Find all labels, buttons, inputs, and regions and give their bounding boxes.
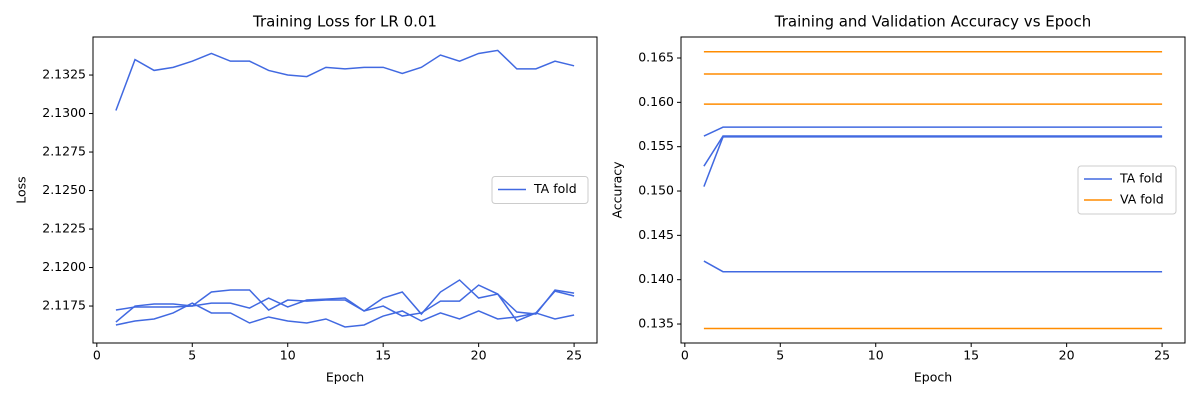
y-tick-label: 0.145 [638,227,674,242]
series-line [115,279,575,316]
chart-title: Training and Validation Accuracy vs Epoc… [774,13,1091,31]
x-tick-label: 10 [280,348,296,363]
x-tick-label: 20 [471,348,487,363]
x-tick-label: 25 [1154,348,1170,363]
y-tick-label: 0.140 [638,271,674,286]
y-axis-label: Accuracy [610,161,625,219]
x-tick-label: 25 [566,348,582,363]
series-line [703,135,1163,167]
x-tick-label: 5 [776,348,784,363]
x-axis-label: Epoch [914,370,952,385]
legend-label: TA fold [1119,171,1163,186]
x-tick-label: 20 [1059,348,1075,363]
y-tick-label: 0.155 [638,138,674,153]
series-line [115,49,575,111]
legend-label: TA fold [533,181,577,196]
y-tick-label: 2.1200 [42,259,86,274]
axes-frame [680,36,1186,344]
legend-label: VA fold [1120,192,1164,207]
y-tick-label: 0.160 [638,94,674,109]
y-tick-label: 2.1225 [42,221,86,236]
legend-box [491,176,589,204]
series-line [115,302,575,328]
series-line [703,136,1163,187]
series-line [703,260,1163,273]
axes-frame [92,36,598,344]
y-tick-label: 0.150 [638,183,674,198]
x-tick-label: 0 [681,348,689,363]
x-axis-label: Epoch [326,370,364,385]
legend-box [1077,165,1177,215]
chart-title: Training Loss for LR 0.01 [252,13,437,31]
series-line [115,284,575,323]
x-tick-label: 5 [188,348,196,363]
x-tick-label: 15 [963,348,979,363]
x-tick-label: 0 [93,348,101,363]
x-tick-label: 15 [375,348,391,363]
series-line [703,126,1163,137]
y-tick-label: 2.1175 [42,298,86,313]
y-tick-label: 2.1325 [42,67,86,82]
y-tick-label: 2.1250 [42,182,86,197]
y-tick-label: 0.135 [638,316,674,331]
y-tick-label: 2.1275 [42,144,86,159]
x-tick-label: 10 [868,348,884,363]
y-axis-label: Loss [14,176,29,203]
y-tick-label: 2.1300 [42,105,86,120]
y-tick-label: 0.165 [638,50,674,65]
